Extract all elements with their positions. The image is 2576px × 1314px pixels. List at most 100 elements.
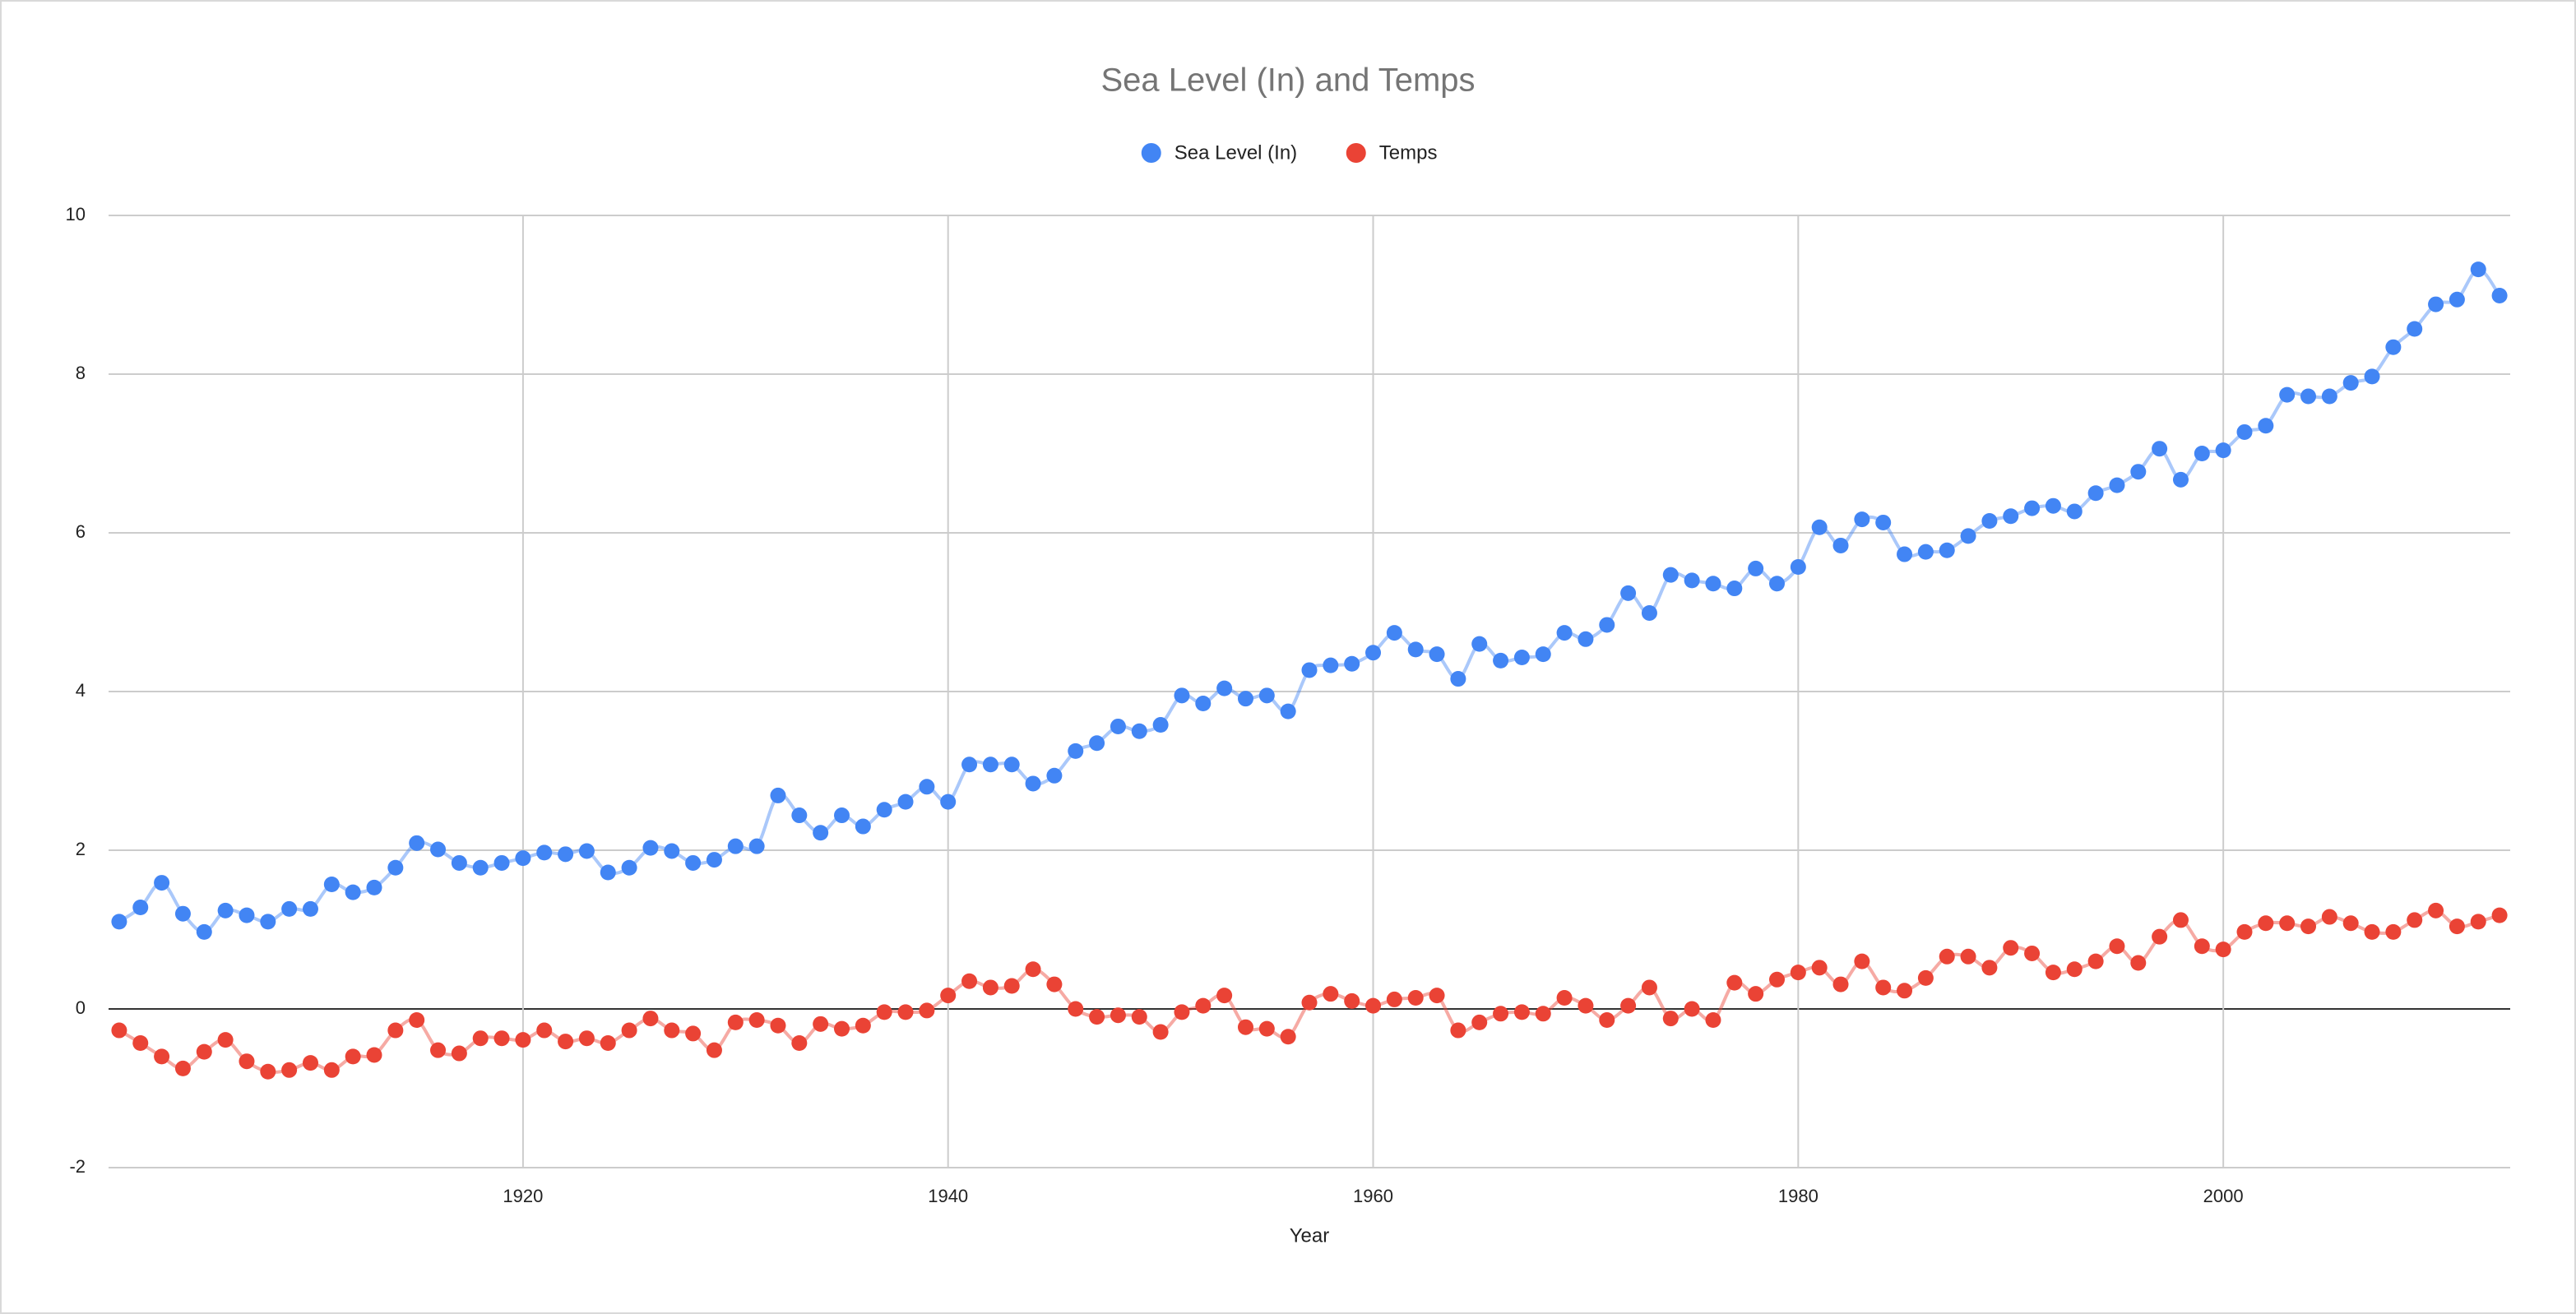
data-point <box>1429 646 1445 663</box>
data-point <box>813 1016 829 1032</box>
data-point <box>1323 986 1339 1002</box>
data-point <box>1832 537 1849 553</box>
data-point <box>2152 441 2168 457</box>
data-point <box>2130 464 2147 480</box>
data-point <box>791 1034 808 1051</box>
data-point <box>1684 572 1700 589</box>
data-point <box>2385 923 2402 940</box>
data-point <box>2045 965 2061 981</box>
data-point <box>2258 915 2274 932</box>
data-point <box>323 1062 340 1078</box>
data-point <box>2321 388 2337 405</box>
y-tick-label: 2 <box>76 839 86 859</box>
data-point <box>1237 1019 1253 1035</box>
data-point <box>1174 687 1190 704</box>
x-axis-title: Year <box>1290 1224 1330 1247</box>
data-point <box>1003 756 1020 773</box>
data-point <box>1110 1007 1126 1024</box>
y-tick-label: 6 <box>76 521 86 542</box>
data-point <box>2003 508 2019 525</box>
data-point <box>770 787 786 803</box>
data-point <box>1195 997 1212 1014</box>
data-point <box>302 900 318 917</box>
data-point <box>1917 544 1934 560</box>
data-point <box>642 840 659 856</box>
data-point <box>281 1062 298 1078</box>
data-point <box>1089 735 1105 752</box>
data-point <box>2342 375 2359 391</box>
y-tick-label: 10 <box>66 204 86 224</box>
data-point <box>600 864 616 881</box>
data-point <box>1535 1006 1551 1022</box>
data-point <box>1046 767 1063 784</box>
x-tick-label: 2000 <box>2203 1186 2244 1206</box>
data-point <box>919 1002 935 1019</box>
data-point <box>1068 743 1084 759</box>
data-point <box>1748 560 1764 576</box>
data-point <box>1513 650 1530 666</box>
data-point <box>791 807 808 824</box>
data-point <box>664 843 680 859</box>
data-point <box>2172 912 2189 928</box>
data-point <box>536 1022 553 1039</box>
data-point <box>642 1011 659 1027</box>
data-point <box>366 879 382 895</box>
data-point <box>1981 960 1998 976</box>
data-point <box>1684 1001 1700 1017</box>
data-point <box>2087 485 2104 502</box>
data-point <box>578 843 595 859</box>
data-point <box>493 1030 510 1047</box>
data-point <box>1875 979 1892 996</box>
data-point <box>1258 687 1275 704</box>
data-point <box>2045 497 2061 514</box>
data-point <box>834 807 850 824</box>
data-point <box>1110 718 1126 734</box>
data-point <box>154 1048 170 1065</box>
data-point <box>217 902 234 918</box>
data-point <box>1939 542 1955 558</box>
data-point <box>2003 940 2019 956</box>
data-point <box>2258 418 2274 434</box>
data-point <box>451 854 467 871</box>
data-point <box>1493 1006 1509 1022</box>
data-point <box>1939 948 1955 965</box>
data-point <box>919 779 935 795</box>
data-point <box>1917 969 1934 986</box>
data-point <box>1875 514 1892 530</box>
data-point <box>1471 636 1488 652</box>
data-point <box>2300 918 2317 935</box>
data-point <box>558 846 574 863</box>
data-point <box>1726 974 1743 991</box>
data-point <box>600 1034 616 1051</box>
grid <box>109 215 2510 1168</box>
data-point <box>1811 960 1828 976</box>
data-point <box>260 1063 276 1080</box>
data-point <box>1386 991 1402 1007</box>
data-point <box>1513 1004 1530 1020</box>
data-point <box>1344 992 1360 1009</box>
data-point <box>2194 938 2210 955</box>
data-point <box>1641 979 1657 996</box>
data-point <box>111 1022 127 1039</box>
data-point <box>1620 585 1637 601</box>
data-point <box>2364 368 2380 385</box>
data-point <box>2470 914 2486 930</box>
data-point <box>1046 976 1063 992</box>
chart-title: Sea Level (In) and Temps <box>1100 62 1475 99</box>
data-point <box>1450 671 1466 687</box>
data-point <box>2385 339 2402 355</box>
data-point <box>1407 641 1424 658</box>
data-point <box>472 859 489 876</box>
data-point <box>1344 655 1360 672</box>
data-point <box>1897 546 1913 562</box>
data-point <box>558 1034 574 1050</box>
data-point <box>239 907 255 923</box>
x-tick-label: 1980 <box>1778 1186 1818 1206</box>
data-point <box>281 900 298 917</box>
data-point <box>2321 909 2337 925</box>
data-point <box>1152 1024 1169 1040</box>
data-point <box>940 793 957 810</box>
data-point <box>1174 1004 1190 1020</box>
legend-label: Sea Level (In) <box>1174 141 1297 164</box>
data-point <box>154 875 170 891</box>
